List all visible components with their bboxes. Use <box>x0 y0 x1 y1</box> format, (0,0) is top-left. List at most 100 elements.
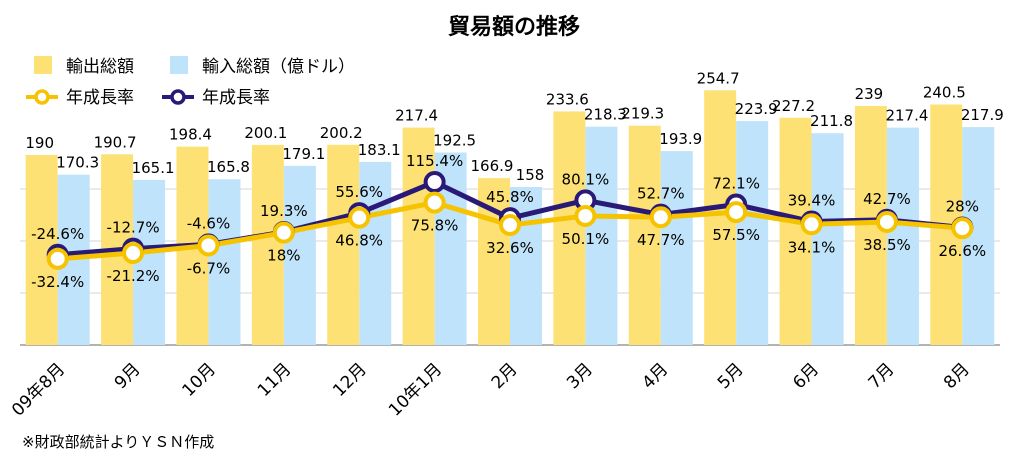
growth-yellow-label: 26.6% <box>938 242 986 260</box>
export-value-label: 200.2 <box>320 124 363 142</box>
x-axis-ticks: 09年8月 9月 10月 11月 12月 10年1月 2月 3月 4月 5月 6月 7月 8月 <box>8 359 974 420</box>
x-tick-label: 2月 <box>488 359 522 393</box>
growth-yellow-point <box>46 247 69 270</box>
export-value-label: 198.4 <box>169 126 212 144</box>
bar-import <box>283 165 316 345</box>
export-value-label: 233.6 <box>546 90 589 108</box>
export-value-label: 200.1 <box>244 124 287 142</box>
bar-import <box>811 133 844 345</box>
x-tick-label: 12月 <box>329 359 370 400</box>
bar-import <box>886 127 919 345</box>
growth-yellow-point <box>272 221 295 244</box>
import-value-label: 165.8 <box>207 158 250 176</box>
import-value-label: 217.9 <box>961 106 1004 124</box>
import-value-label: 193.9 <box>659 130 702 148</box>
growth-yellow-point <box>122 242 145 265</box>
legend-label-growth-yellow: 年成長率 <box>66 88 134 108</box>
growth-yellow-label: -6.7% <box>187 259 231 277</box>
import-value-label: 192.5 <box>433 132 476 150</box>
legend: 輸出総額 輸入総額（億ドル） 年成長率 年成長率 <box>26 56 355 108</box>
import-value-label: 217.4 <box>885 107 928 125</box>
bar-export <box>553 111 586 346</box>
growth-yellow-label: -32.4% <box>31 273 84 291</box>
growth-yellow-label: 38.5% <box>863 236 911 254</box>
legend-marker-growth-navy <box>170 89 186 105</box>
bar-import <box>660 151 693 345</box>
x-tick-label: 5月 <box>714 359 748 393</box>
x-tick-label: 9月 <box>111 359 145 393</box>
legend-label-import: 輸入総額（億ドル） <box>202 57 355 77</box>
export-value-label: 166.9 <box>471 157 514 175</box>
x-tick-label: 3月 <box>563 359 597 393</box>
growth-yellow-label: 47.7% <box>637 231 685 249</box>
export-value-label: 240.5 <box>923 84 966 102</box>
x-tick-label: 09年8月 <box>8 359 69 420</box>
bar-export <box>402 127 435 345</box>
growth-yellow-point <box>348 206 371 229</box>
bar-export <box>628 125 661 345</box>
growth-navy-label: 28% <box>946 197 979 215</box>
legend-label-export: 輸出総額 <box>66 57 134 77</box>
growth-navy-label: -4.6% <box>187 214 231 232</box>
growth-navy-label: -24.6% <box>31 225 84 243</box>
growth-yellow-label: 34.1% <box>788 238 836 256</box>
growth-navy-label: 72.1% <box>712 175 760 193</box>
growth-yellow-point <box>197 234 220 257</box>
export-value-label: 227.2 <box>772 97 815 115</box>
legend-swatch-import <box>170 56 188 74</box>
bar-export <box>327 144 360 345</box>
bar-export <box>251 144 284 345</box>
import-value-label: 158 <box>516 166 545 184</box>
bar-import <box>359 161 392 345</box>
growth-yellow-label: 57.5% <box>712 226 760 244</box>
import-value-label: 170.3 <box>56 154 99 172</box>
x-tick-label: 10年1月 <box>385 359 446 420</box>
import-value-label: 218.3 <box>584 106 627 124</box>
growth-navy-label: 19.3% <box>260 202 308 220</box>
growth-lines <box>46 170 974 270</box>
growth-yellow-label: 46.8% <box>335 232 383 250</box>
export-value-label: 254.7 <box>697 69 740 87</box>
import-value-label: 183.1 <box>358 141 401 159</box>
x-tick-label: 6月 <box>789 359 823 393</box>
growth-navy-label: 45.8% <box>486 188 534 206</box>
export-value-label: 217.4 <box>395 107 438 125</box>
bar-import <box>208 179 241 345</box>
export-value-label: 239 <box>855 85 884 103</box>
bar-import <box>585 126 618 345</box>
growth-yellow-point <box>725 201 748 224</box>
growth-yellow-point <box>951 217 974 240</box>
growth-navy-label: 52.7% <box>637 185 685 203</box>
export-value-label: 219.3 <box>621 105 664 123</box>
growth-yellow-point <box>499 214 521 237</box>
growth-yellow-label: 50.1% <box>562 230 610 248</box>
x-tick-label: 4月 <box>638 359 672 393</box>
export-value-label: 190.7 <box>94 133 137 151</box>
import-value-label: 179.1 <box>282 145 325 163</box>
growth-yellow-point <box>875 210 898 233</box>
growth-navy-point <box>423 170 446 193</box>
growth-yellow-label: 75.8% <box>411 217 459 235</box>
import-value-label: 211.8 <box>810 112 853 130</box>
growth-yellow-label: -21.2% <box>107 267 160 285</box>
bar-import <box>736 121 769 345</box>
growth-yellow-point <box>574 204 597 227</box>
chart-title: 貿易額の推移 <box>448 14 580 40</box>
footnote: ※財政部統計よりＹＳＮ作成 <box>22 433 214 451</box>
growth-navy-label: 80.1% <box>562 170 610 188</box>
legend-swatch-export <box>34 56 52 74</box>
growth-navy-label: 42.7% <box>863 190 911 208</box>
growth-yellow-label: 32.6% <box>486 239 534 257</box>
export-value-label: 190 <box>25 134 54 152</box>
import-value-label: 165.1 <box>132 159 175 177</box>
growth-yellow-label: 18% <box>267 247 300 265</box>
x-tick-label: 11月 <box>254 359 295 400</box>
growth-navy-label: -12.7% <box>107 219 160 237</box>
growth-navy-label: 55.6% <box>335 183 383 201</box>
growth-yellow-point <box>800 213 823 236</box>
growth-navy-label: 115.4% <box>406 152 463 170</box>
legend-label-growth-navy: 年成長率 <box>202 88 270 108</box>
x-tick-label: 8月 <box>940 359 974 393</box>
